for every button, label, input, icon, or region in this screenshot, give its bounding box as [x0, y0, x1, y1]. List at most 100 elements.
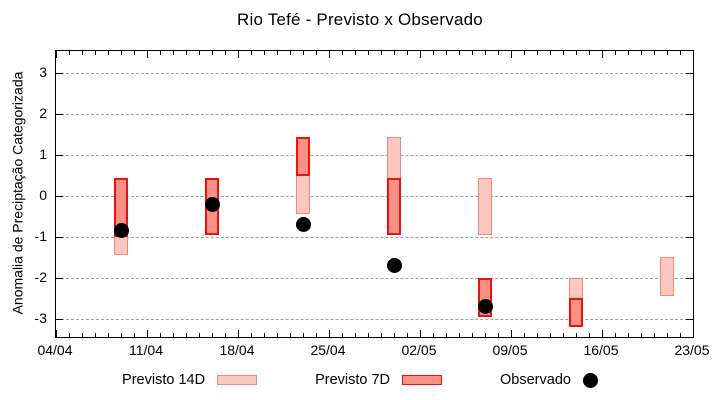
y-tick-label: -1 — [34, 227, 47, 244]
x-axis-tick — [329, 51, 330, 58]
forecast-14d-swatch-icon — [217, 375, 258, 385]
x-axis-tick — [199, 51, 200, 55]
x-axis-tick — [264, 333, 265, 337]
forecast-7d-bar — [296, 136, 310, 176]
x-axis-tick — [303, 333, 304, 337]
x-axis-tick — [667, 51, 668, 55]
x-axis-tick — [654, 51, 655, 55]
y-axis-tick — [56, 73, 63, 75]
x-axis-tick — [498, 333, 499, 337]
legend-label-previsto-14d: Previsto 14D — [122, 372, 206, 388]
x-axis-tick — [550, 333, 551, 337]
y-axis-tick — [56, 155, 63, 157]
x-axis-tick — [82, 333, 83, 337]
x-axis-tick — [290, 51, 291, 55]
y-axis-tick — [686, 236, 693, 238]
x-axis-tick — [680, 333, 681, 337]
x-axis-tick — [394, 333, 395, 337]
x-axis-tick — [628, 51, 629, 55]
x-axis-tick — [641, 51, 642, 55]
x-axis-tick — [225, 51, 226, 55]
x-axis-tick — [342, 333, 343, 337]
legend-item-previsto-14d: Previsto 14D — [122, 372, 258, 388]
y-axis-tick — [686, 196, 693, 198]
x-axis-tick — [498, 51, 499, 55]
x-axis-tick — [121, 51, 122, 55]
y-tick-label: 3 — [39, 64, 47, 81]
y-axis-tick — [56, 114, 63, 116]
x-axis-tick — [238, 330, 239, 337]
x-axis-tick — [485, 333, 486, 337]
x-axis-tick — [212, 333, 213, 337]
forecast-7d-swatch-icon — [402, 375, 443, 385]
x-axis-tick — [550, 51, 551, 55]
observed-dot — [204, 196, 220, 212]
x-axis-tick — [446, 333, 447, 337]
x-axis-tick — [602, 51, 603, 58]
y-axis-tick — [686, 73, 693, 75]
observed-dot — [295, 217, 311, 233]
x-axis-tick — [225, 333, 226, 337]
x-axis-tick — [459, 333, 460, 337]
x-axis-tick — [264, 51, 265, 55]
y-tick-label: -2 — [34, 268, 47, 285]
plot-area — [55, 50, 694, 338]
x-axis-tick — [537, 333, 538, 337]
x-axis-tick — [615, 333, 616, 337]
x-axis-tick — [251, 333, 252, 337]
observed-dot — [386, 258, 402, 273]
x-tick-label: 02/05 — [401, 342, 437, 358]
x-tick-label: 23/05 — [674, 342, 710, 358]
x-axis-tick — [511, 330, 512, 337]
x-axis-tick — [173, 333, 174, 337]
x-axis-tick — [654, 333, 655, 337]
x-axis-tick — [342, 51, 343, 55]
x-axis-tick — [446, 51, 447, 55]
y-axis-tick — [686, 114, 693, 116]
gridline — [56, 155, 693, 157]
x-axis-tick — [563, 51, 564, 55]
x-axis-tick — [511, 51, 512, 58]
x-axis-tick — [121, 333, 122, 337]
x-axis-tick — [472, 333, 473, 337]
x-axis-tick — [368, 333, 369, 337]
x-axis-tick — [95, 333, 96, 337]
x-axis-tick — [628, 333, 629, 337]
x-axis-tick — [186, 51, 187, 55]
x-tick-label: 16/05 — [583, 342, 619, 358]
gridline — [56, 114, 693, 116]
x-axis-tick — [381, 51, 382, 55]
x-axis-tick — [160, 51, 161, 55]
x-axis-tick — [368, 51, 369, 55]
x-axis-tick — [680, 51, 681, 55]
gridline — [56, 73, 693, 75]
y-axis-tick — [686, 277, 693, 279]
x-axis-tick — [160, 333, 161, 337]
x-axis-tick — [238, 51, 239, 58]
legend-label-previsto-7d: Previsto 7D — [315, 372, 391, 388]
x-axis-tick — [472, 51, 473, 55]
y-axis-tick — [686, 318, 693, 320]
x-axis-tick — [134, 51, 135, 55]
x-axis-tick — [537, 51, 538, 55]
x-tick-label: 04/04 — [37, 342, 73, 358]
x-axis-tick — [173, 51, 174, 55]
x-axis-tick — [693, 330, 694, 337]
x-axis-tick — [303, 51, 304, 55]
x-axis-tick — [69, 51, 70, 55]
x-axis-tick — [667, 333, 668, 337]
x-axis-tick — [433, 51, 434, 55]
y-axis-tick — [56, 277, 63, 279]
forecast-7d-bar — [569, 298, 583, 327]
x-axis-tick — [316, 51, 317, 55]
x-axis-tick — [433, 333, 434, 337]
y-tick-label: 1 — [39, 146, 47, 163]
x-axis-tick — [459, 51, 460, 55]
y-tick-label: 0 — [39, 187, 47, 204]
x-tick-label: 09/05 — [492, 342, 528, 358]
x-axis-tick — [134, 333, 135, 337]
x-axis-tick — [329, 330, 330, 337]
legend-item-previsto-7d: Previsto 7D — [315, 372, 443, 388]
x-axis-tick — [589, 333, 590, 337]
